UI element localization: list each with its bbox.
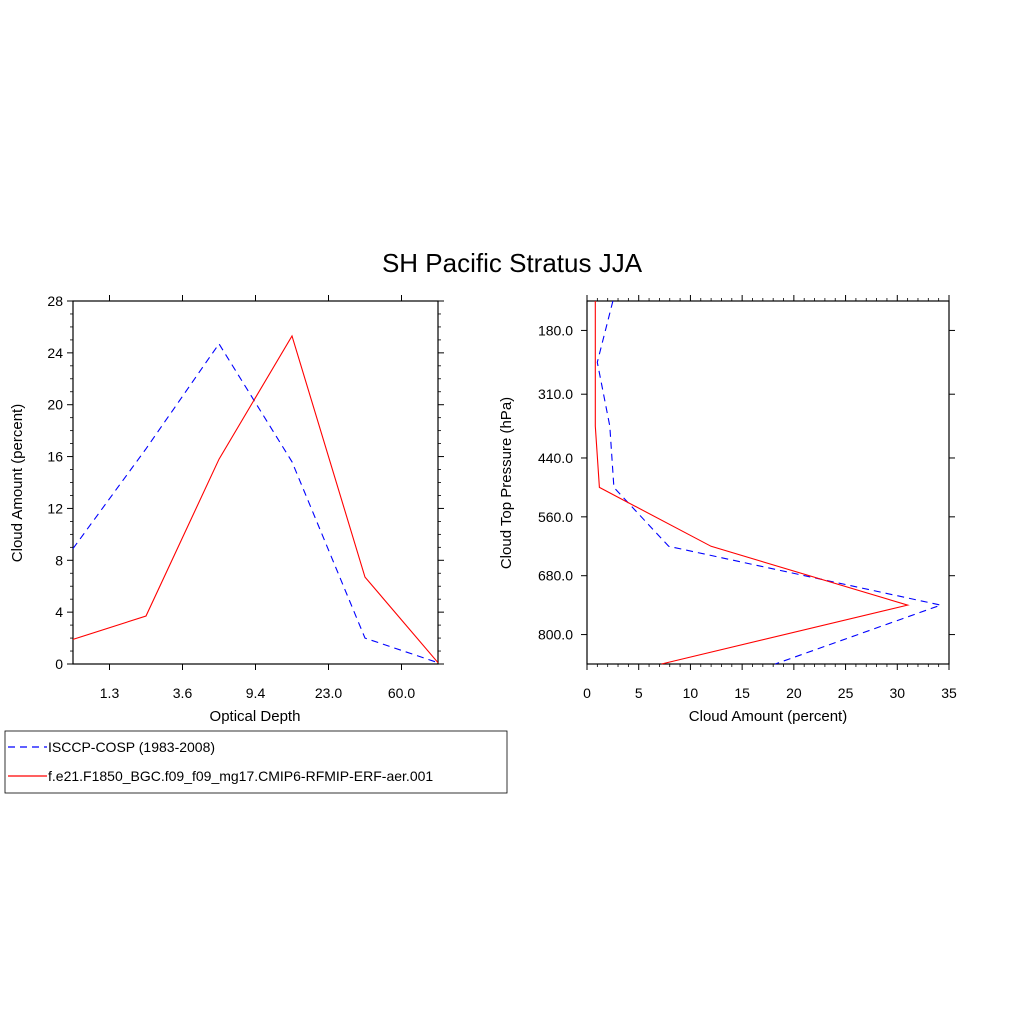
left-x-tick-label: 60.0	[388, 685, 415, 701]
left-series	[72, 334, 439, 664]
left-y-tick-label: 24	[47, 345, 63, 361]
right-y-tick-label: 440.0	[538, 450, 573, 466]
right-series-model-line	[594, 301, 910, 665]
right-y-tick-label: 800.0	[538, 627, 573, 643]
left-plot-frame	[72, 300, 439, 665]
left-y-tick-label: 8	[55, 552, 63, 568]
right-y-tick-label: 180.0	[538, 322, 573, 338]
chart-title: SH Pacific Stratus JJA	[382, 248, 643, 278]
right-x-tick-label: 15	[734, 685, 750, 701]
left-y-tick-label: 0	[55, 656, 63, 672]
right-x-axis-label: Cloud Amount (percent)	[689, 708, 847, 725]
left-y-tick-label: 20	[47, 397, 63, 413]
right-x-tick-label: 20	[786, 685, 802, 701]
right-ticks: 0 5 10 15 20 25 30 35 180.0 310.0 440.0 560.0 680.0 8…	[538, 295, 957, 701]
left-series-isccp-line	[72, 342, 439, 664]
left-x-axis-label: Optical Depth	[210, 708, 301, 725]
left-x-tick-label: 3.6	[173, 685, 193, 701]
legend-label-model: f.e21.F1850_BGC.f09_f09_mg17.CMIP6-RFMIP…	[48, 768, 433, 784]
right-y-axis-label: Cloud Top Pressure (hPa)	[498, 397, 515, 569]
legend-label-isccp: ISCCP-COSP (1983-2008)	[48, 739, 215, 755]
left-y-axis-label: Cloud Amount (percent)	[9, 404, 26, 562]
right-y-tick-label: 560.0	[538, 509, 573, 525]
right-y-tick-label: 310.0	[538, 386, 573, 402]
left-x-tick-label: 9.4	[246, 685, 266, 701]
right-x-tick-label: 30	[889, 685, 905, 701]
right-x-tick-label: 25	[838, 685, 854, 701]
right-plot-frame	[586, 300, 950, 665]
pressure-panel: 0 5 10 15 20 25 30 35 180.0 310.0 440.0 560.0 680.0 8…	[498, 295, 957, 725]
left-x-tick-label: 23.0	[315, 685, 342, 701]
right-x-tick-label: 5	[635, 685, 643, 701]
left-y-tick-label: 12	[47, 500, 63, 516]
right-x-tick-label: 35	[941, 685, 957, 701]
left-y-tick-label: 4	[55, 604, 63, 620]
left-y-tick-label: 28	[47, 293, 63, 309]
right-x-tick-label: 0	[583, 685, 591, 701]
optical-depth-panel: 0 4 8 12 16 20 24 28 1.3 3.6 9.4 23.0 60.0 Optical D…	[9, 293, 444, 725]
left-ticks: 0 4 8 12 16 20 24 28 1.3 3.6 9.4 23.0 60.0	[47, 293, 444, 701]
left-series-model-line	[72, 334, 439, 664]
right-y-tick-label: 680.0	[538, 568, 573, 584]
right-series	[594, 300, 943, 665]
right-series-isccp-line	[596, 300, 943, 665]
right-x-tick-label: 10	[683, 685, 699, 701]
left-y-tick-label: 16	[47, 449, 63, 465]
legend-box	[4, 730, 508, 794]
legend: ISCCP-COSP (1983-2008) f.e21.F1850_BGC.f…	[4, 730, 508, 794]
left-x-tick-label: 1.3	[100, 685, 120, 701]
